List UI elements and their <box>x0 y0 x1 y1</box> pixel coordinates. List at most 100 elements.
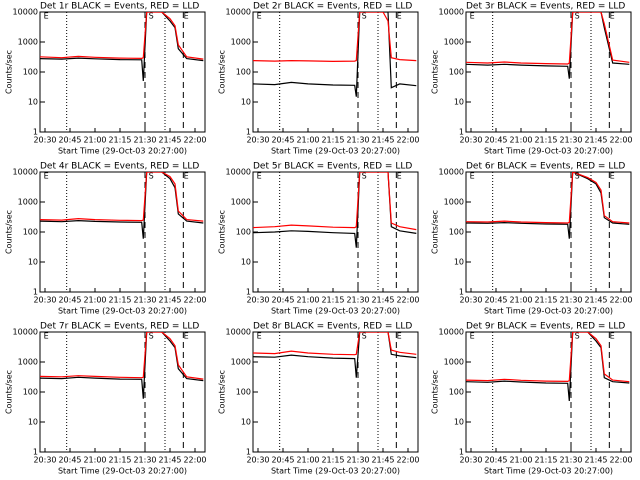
y-tick-label: 1000 <box>231 198 251 207</box>
x-tick-label: 21:00 <box>509 296 532 305</box>
annotation: E <box>184 12 189 21</box>
annotation: E <box>184 172 189 181</box>
annotation: S <box>575 172 580 181</box>
x-tick-label: 21:00 <box>83 136 106 145</box>
series-line <box>253 172 417 248</box>
x-tick-label: 22:00 <box>183 296 206 305</box>
series-line <box>40 12 204 60</box>
x-tick-label: 21:45 <box>584 136 607 145</box>
series-line <box>40 172 204 222</box>
x-tick-label: 22:00 <box>183 456 206 465</box>
annotation: E <box>44 332 49 341</box>
x-tick-label: 21:00 <box>83 456 106 465</box>
series-line <box>466 332 630 402</box>
series-line <box>253 12 417 97</box>
panel: Det 2r BLACK = Events, RED = LLD Start Ti… <box>218 2 420 156</box>
y-tick-label: 10000 <box>439 168 464 177</box>
x-tick-label: 21:15 <box>534 136 557 145</box>
x-axis-label: Start Time (29-Oct-03 20:27:00) <box>484 147 613 156</box>
annotation: E <box>610 332 615 341</box>
x-tick-label: 21:30 <box>559 136 582 145</box>
y-tick-label: 10000 <box>13 328 38 337</box>
x-tick-label: 21:30 <box>133 296 156 305</box>
panel: Det 5r BLACK = Events, RED = LLD Start Ti… <box>218 162 420 316</box>
x-tick-label: 20:30 <box>33 296 56 305</box>
annotation: E <box>397 172 402 181</box>
x-tick-label: 21:15 <box>108 456 131 465</box>
plot-frame <box>252 11 419 133</box>
chart-title: Det 1r BLACK = Events, RED = LLD <box>40 2 199 12</box>
x-tick-label: 20:45 <box>484 296 507 305</box>
annotation: E <box>397 12 402 21</box>
x-axis-label: Start Time (29-Oct-03 20:27:00) <box>58 467 187 476</box>
x-tick-label: 21:45 <box>584 296 607 305</box>
x-tick-label: 20:30 <box>33 136 56 145</box>
y-axis-label: Counts/sec <box>431 210 440 254</box>
x-tick-label: 21:45 <box>371 136 394 145</box>
x-tick-label: 22:00 <box>609 136 632 145</box>
x-tick-label: 20:45 <box>58 296 81 305</box>
x-tick-label: 21:30 <box>346 136 369 145</box>
annotation: S <box>362 172 367 181</box>
annotation: E <box>470 332 475 341</box>
y-tick-label: 1 <box>33 128 38 137</box>
series-line <box>466 172 630 239</box>
annotation: E <box>44 172 49 181</box>
annotation: S <box>149 12 154 21</box>
y-axis-label: Counts/sec <box>5 370 14 414</box>
y-tick-label: 100 <box>236 68 251 77</box>
x-tick-label: 22:00 <box>396 136 419 145</box>
plot-frame <box>39 331 206 453</box>
y-tick-label: 10000 <box>226 328 251 337</box>
x-tick-label: 21:30 <box>559 296 582 305</box>
annotation: E <box>397 332 402 341</box>
annotation: E <box>470 12 475 21</box>
y-tick-label: 100 <box>23 388 38 397</box>
x-tick-label: 21:45 <box>158 456 181 465</box>
panel: Det 1r BLACK = Events, RED = LLD Start Ti… <box>5 2 207 156</box>
y-tick-label: 1000 <box>444 358 464 367</box>
plot-frame <box>39 171 206 293</box>
y-tick-label: 10 <box>28 258 38 267</box>
x-tick-label: 21:15 <box>108 296 131 305</box>
y-tick-label: 10000 <box>13 168 38 177</box>
series-line <box>253 332 417 378</box>
y-axis-label: Counts/sec <box>218 50 227 94</box>
y-axis-label: Counts/sec <box>431 50 440 94</box>
y-tick-label: 1000 <box>444 198 464 207</box>
x-tick-label: 20:45 <box>484 136 507 145</box>
x-tick-label: 21:30 <box>346 456 369 465</box>
x-tick-label: 20:30 <box>33 456 56 465</box>
y-axis-label: Counts/sec <box>431 370 440 414</box>
annotation: E <box>257 12 262 21</box>
y-tick-label: 10 <box>28 98 38 107</box>
y-tick-label: 1 <box>33 448 38 457</box>
y-tick-label: 10 <box>28 418 38 427</box>
x-tick-label: 20:30 <box>459 136 482 145</box>
y-tick-label: 1000 <box>231 38 251 47</box>
panel: Det 3r BLACK = Events, RED = LLD Start Ti… <box>431 2 633 156</box>
series-line <box>40 12 204 82</box>
y-tick-label: 10 <box>454 418 464 427</box>
y-tick-label: 10000 <box>439 328 464 337</box>
x-tick-label: 21:30 <box>559 456 582 465</box>
panel: Det 7r BLACK = Events, RED = LLD Start Ti… <box>5 322 207 476</box>
x-tick-label: 20:30 <box>459 296 482 305</box>
chart-title: Det 4r BLACK = Events, RED = LLD <box>40 162 199 172</box>
x-tick-label: 22:00 <box>183 136 206 145</box>
y-tick-label: 100 <box>236 388 251 397</box>
y-tick-label: 1 <box>33 288 38 297</box>
y-tick-label: 10000 <box>13 8 38 17</box>
y-tick-label: 10 <box>241 258 251 267</box>
plot-frame <box>39 11 206 133</box>
y-tick-label: 100 <box>449 68 464 77</box>
x-tick-label: 21:45 <box>371 296 394 305</box>
x-tick-label: 21:00 <box>296 456 319 465</box>
series-line <box>466 12 630 65</box>
chart-title: Det 6r BLACK = Events, RED = LLD <box>466 162 625 172</box>
x-tick-label: 21:00 <box>296 296 319 305</box>
chart-title: Det 2r BLACK = Events, RED = LLD <box>253 2 412 12</box>
x-axis-label: Start Time (29-Oct-03 20:27:00) <box>271 307 400 316</box>
x-tick-label: 22:00 <box>609 296 632 305</box>
